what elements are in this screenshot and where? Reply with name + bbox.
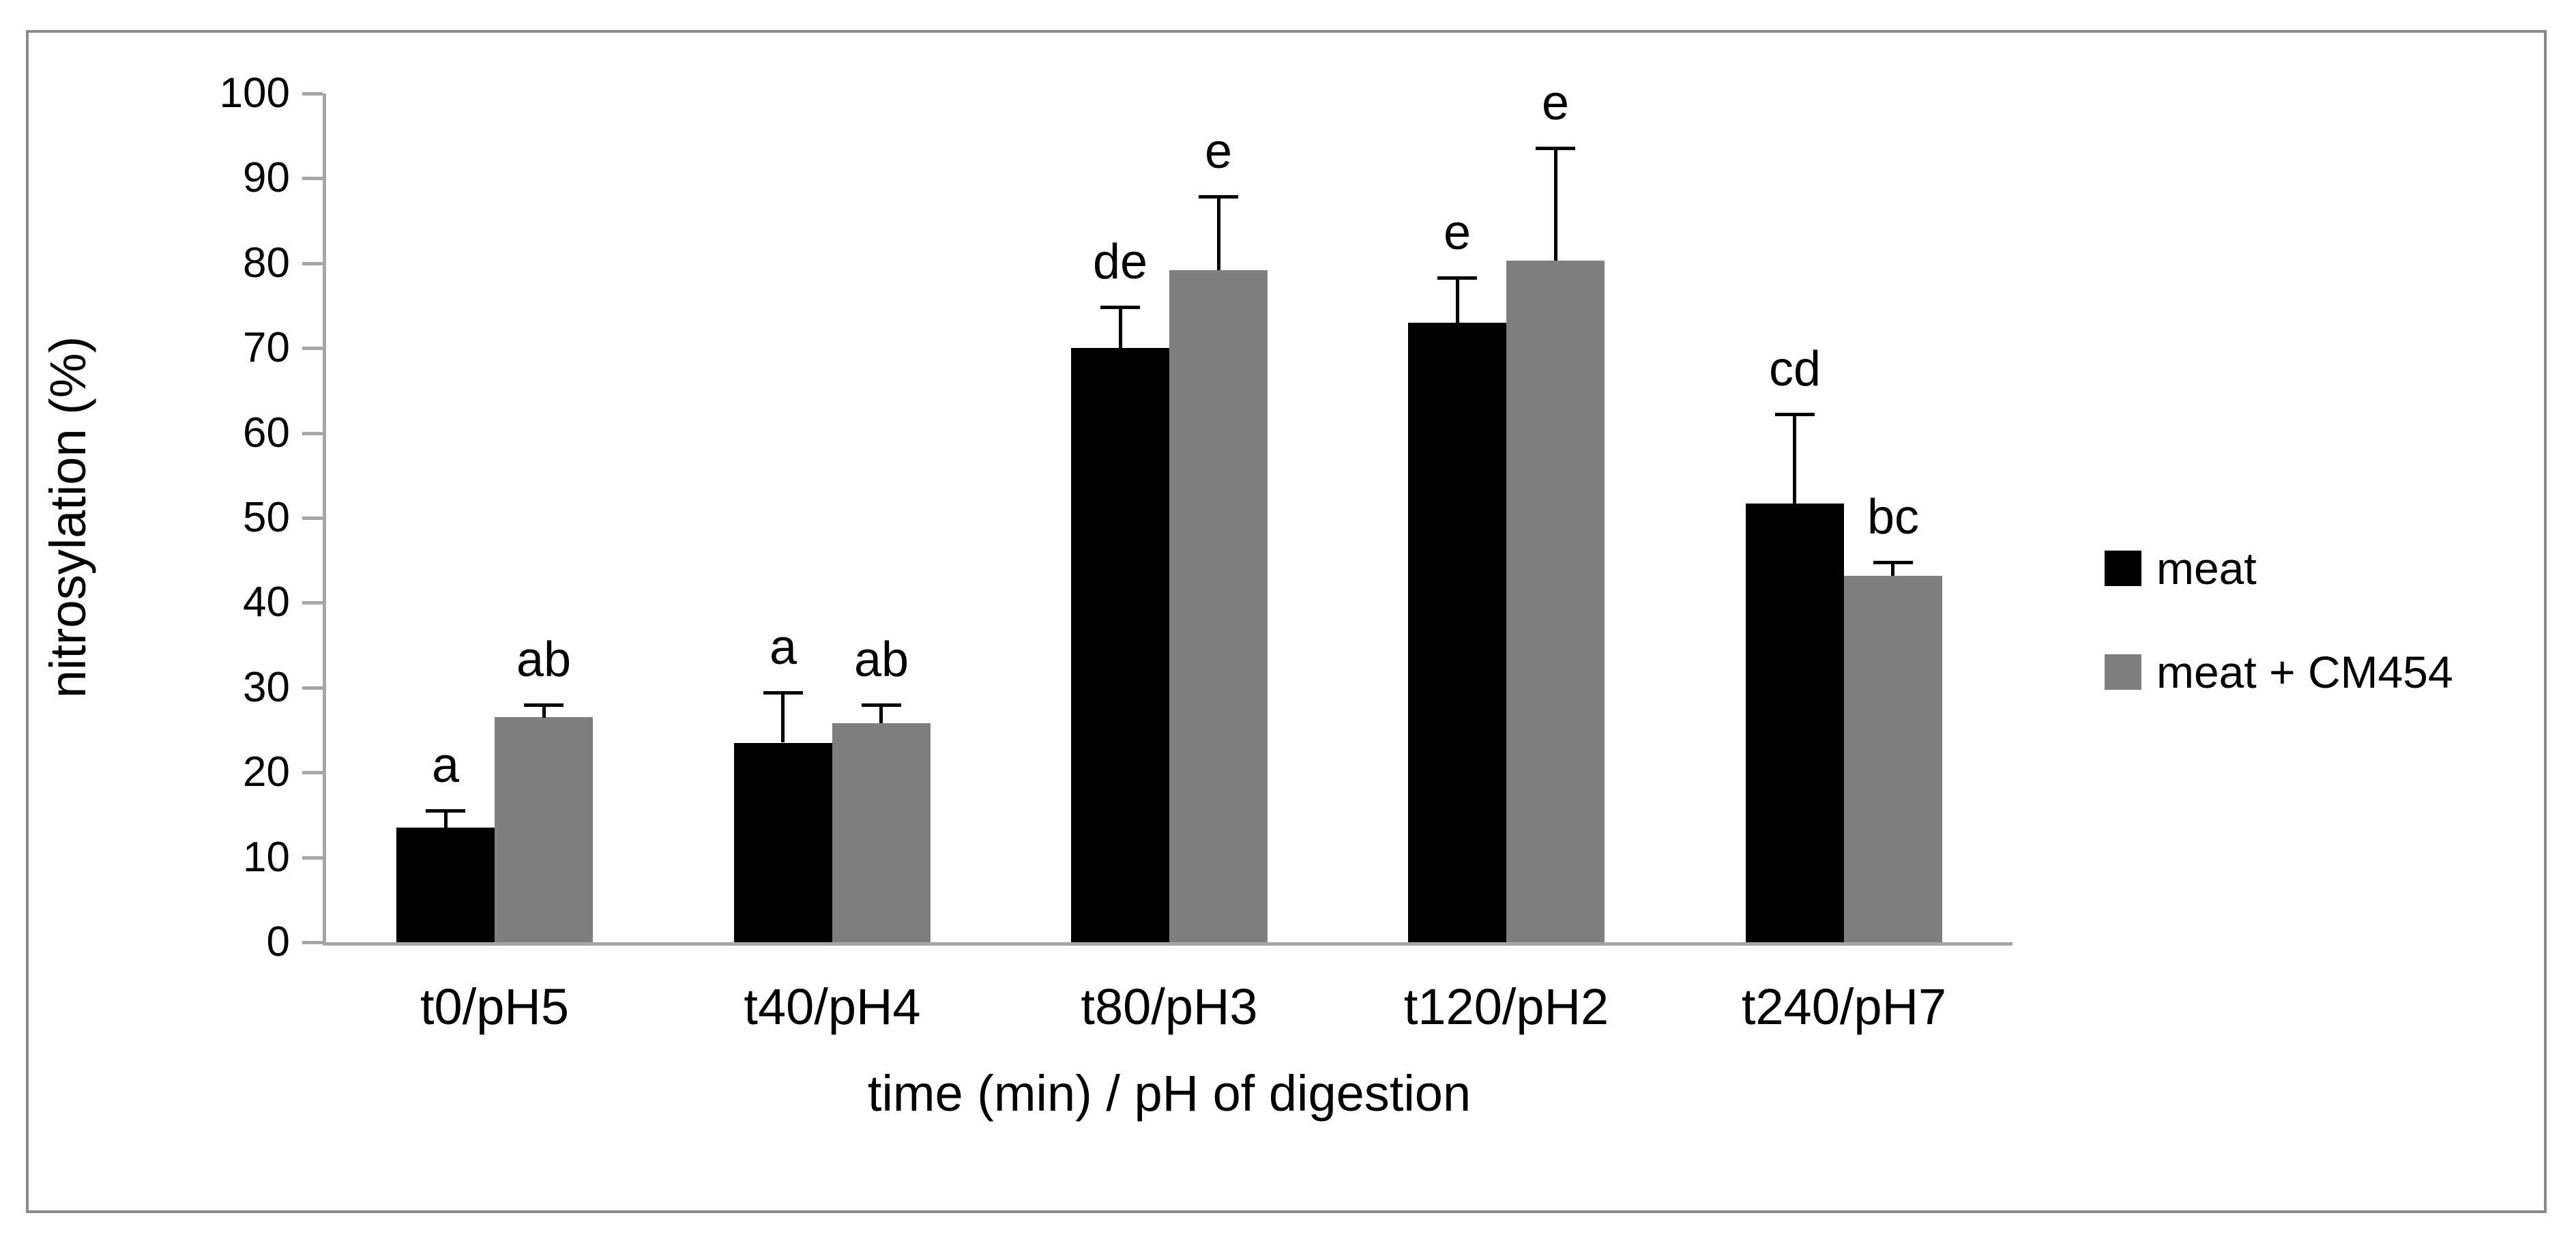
bar-meat-cm454 (1844, 576, 1942, 942)
error-bar-cap (1100, 306, 1140, 309)
legend-label-meat: meat (2156, 543, 2257, 594)
legend: meat meat + CM454 (2105, 546, 2453, 753)
significance-letter: cd (1768, 342, 1821, 396)
error-bar-cap (426, 809, 465, 813)
error-bar-cap (763, 691, 803, 695)
y-tick (302, 262, 323, 265)
x-category-label: t80/pH3 (1081, 978, 1258, 1035)
bar-meat (1071, 348, 1169, 942)
error-bar-stem (879, 705, 883, 723)
bar-meat (1408, 323, 1506, 942)
y-tick (302, 347, 323, 350)
significance-letter: bc (1867, 490, 1920, 544)
y-tick (302, 177, 323, 180)
bar-meat-cm454 (1169, 270, 1268, 942)
error-bar-cap (524, 703, 564, 707)
significance-letter: ab (853, 632, 909, 687)
bar-meat-cm454 (832, 723, 931, 942)
error-bar-stem (1891, 562, 1894, 576)
error-bar-cap (1199, 195, 1238, 199)
y-tick (302, 771, 323, 774)
error-bar-cap (1536, 147, 1575, 150)
y-tick-label: 50 (243, 494, 290, 541)
error-bar-cap (862, 703, 901, 707)
significance-letter: e (1443, 205, 1472, 260)
y-tick-label: 80 (243, 239, 290, 287)
error-bar-cap (1437, 276, 1477, 280)
error-bar-stem (542, 705, 546, 718)
y-tick-label: 0 (266, 918, 290, 965)
y-tick-label: 70 (243, 324, 290, 371)
bar-meat-cm454 (1506, 261, 1605, 942)
bar-meat-cm454 (495, 717, 593, 942)
y-tick (302, 92, 323, 96)
y-tick-label: 20 (243, 748, 290, 796)
y-tick-label: 100 (219, 70, 290, 117)
error-bar-stem (1217, 196, 1220, 270)
x-axis-line (323, 942, 2012, 946)
y-tick (302, 432, 323, 435)
x-category-label: t240/pH7 (1741, 978, 1947, 1035)
y-tick-label: 10 (243, 834, 290, 881)
error-bar-stem (1119, 307, 1122, 348)
legend-label-meat-cm454: meat + CM454 (2156, 647, 2453, 697)
y-tick-label: 40 (243, 579, 290, 626)
legend-swatch-meat-cm454-icon (2105, 654, 2141, 690)
significance-letter: ab (516, 632, 572, 687)
significance-letter: e (1541, 76, 1570, 130)
y-tick (302, 601, 323, 604)
bar-meat (1746, 504, 1844, 942)
significance-letter: e (1204, 124, 1233, 179)
x-axis-title: time (min) / pH of digestion (867, 1065, 1472, 1122)
figure-border (26, 30, 2547, 1213)
y-tick (302, 941, 323, 944)
significance-letter: a (769, 620, 797, 675)
bar-meat (396, 828, 495, 942)
y-tick (302, 516, 323, 520)
error-bar-stem (444, 811, 448, 828)
error-bar-stem (1554, 148, 1557, 261)
error-bar-stem (781, 693, 785, 742)
significance-letter: a (431, 738, 460, 793)
y-tick-label: 60 (243, 409, 290, 456)
error-bar-stem (1456, 278, 1459, 323)
bar-meat (734, 743, 832, 942)
y-tick (302, 686, 323, 690)
error-bar-cap (1775, 413, 1815, 416)
y-tick-label: 30 (243, 664, 290, 711)
legend-item-meat-cm454: meat + CM454 (2105, 650, 2453, 695)
legend-item-meat: meat (2105, 546, 2453, 591)
error-bar-stem (1793, 414, 1796, 504)
y-axis-line (323, 93, 326, 946)
x-category-label: t40/pH4 (744, 978, 921, 1035)
y-tick (302, 856, 323, 860)
legend-swatch-meat-icon (2105, 551, 2141, 586)
significance-letter: de (1092, 235, 1148, 289)
error-bar-cap (1873, 561, 1913, 564)
x-category-label: t0/pH5 (420, 978, 570, 1035)
y-tick-label: 90 (243, 154, 290, 201)
x-category-label: t120/pH2 (1403, 978, 1609, 1035)
y-axis-title: nitrosylation (%) (40, 336, 96, 699)
